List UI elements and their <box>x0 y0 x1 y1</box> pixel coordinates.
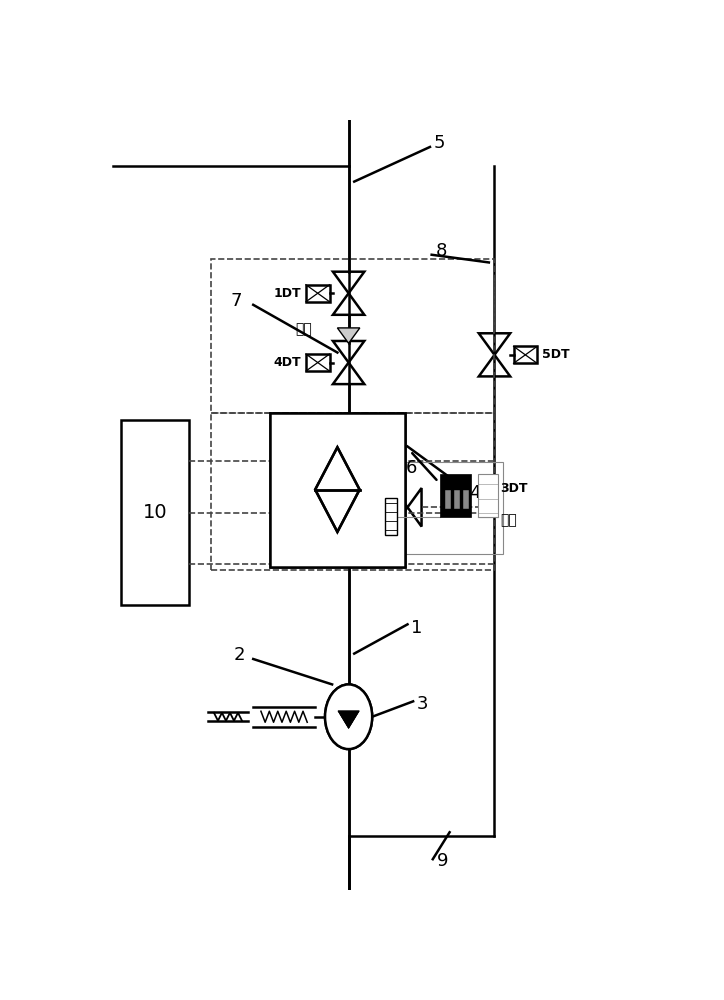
Polygon shape <box>337 328 360 343</box>
Bar <box>463 490 468 509</box>
Bar <box>270 413 405 567</box>
Circle shape <box>325 684 372 749</box>
Bar <box>122 420 189 605</box>
Text: 2: 2 <box>233 646 245 664</box>
Text: 9: 9 <box>437 852 449 870</box>
Text: 5DT: 5DT <box>542 348 569 361</box>
Text: 4DT: 4DT <box>274 356 301 369</box>
Text: 5: 5 <box>434 134 445 152</box>
Bar <box>379 462 503 554</box>
Text: 1: 1 <box>411 619 423 637</box>
Text: 8: 8 <box>436 242 447 260</box>
Text: 1DT: 1DT <box>274 287 301 300</box>
Bar <box>445 490 451 509</box>
Polygon shape <box>338 711 359 728</box>
Text: 2DT: 2DT <box>364 470 392 483</box>
Bar <box>211 259 494 413</box>
Text: 7: 7 <box>230 292 242 310</box>
Bar <box>211 413 494 570</box>
Text: 空气: 空气 <box>295 322 312 336</box>
Text: 3DT: 3DT <box>501 482 529 495</box>
Bar <box>306 470 329 487</box>
Bar <box>513 346 537 363</box>
Text: 10: 10 <box>143 503 167 522</box>
Bar <box>270 413 405 567</box>
Text: 1DT: 1DT <box>274 472 301 485</box>
Bar <box>479 474 498 517</box>
Text: 4: 4 <box>469 484 481 502</box>
Bar <box>306 354 329 371</box>
Text: 6: 6 <box>406 459 417 477</box>
Bar <box>454 490 460 509</box>
Polygon shape <box>338 711 359 728</box>
Bar <box>306 285 329 302</box>
Text: 空气: 空气 <box>501 513 518 527</box>
Bar <box>440 474 471 517</box>
Bar <box>384 498 397 535</box>
Circle shape <box>325 684 372 749</box>
Text: 3: 3 <box>417 695 429 713</box>
